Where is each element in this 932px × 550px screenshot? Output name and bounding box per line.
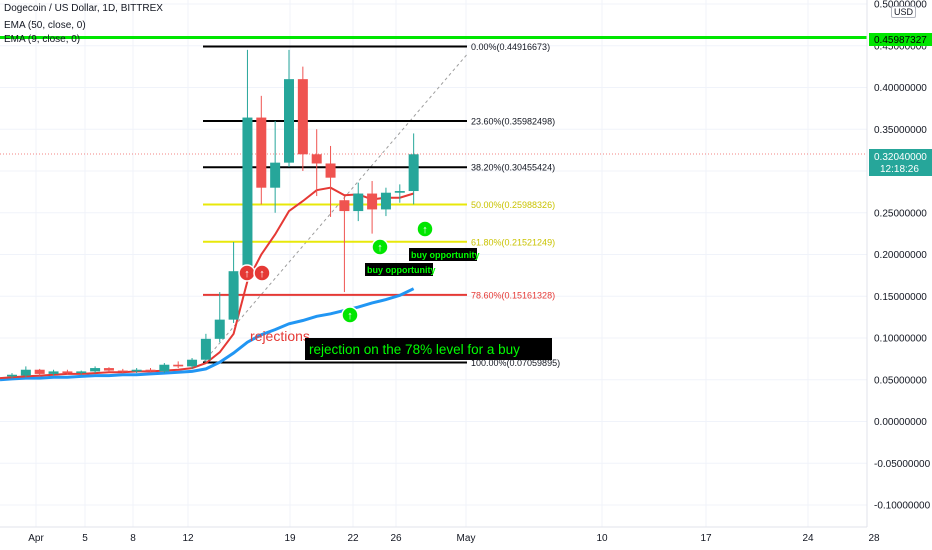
price-tick-label: -0.10000000	[874, 501, 931, 512]
rejection-78-label: rejection on the 78% level for a buy	[309, 342, 520, 357]
buy-marker-arrow-icon: ↑	[422, 224, 428, 236]
candle-body	[339, 200, 350, 212]
fib-level-label: 0.00%(0.44916673)	[471, 42, 550, 52]
time-tick-label: May	[457, 533, 476, 544]
candle-body	[48, 371, 59, 374]
candle-body	[284, 79, 294, 163]
candle-body	[187, 359, 198, 367]
candle-body	[256, 117, 267, 188]
price-tick-label: 0.40000000	[874, 83, 927, 94]
candle-body	[270, 162, 281, 188]
buy-marker-circle	[341, 306, 359, 324]
time-tick-label: 12	[182, 533, 194, 544]
fib-level-label: 23.60%(0.35982498)	[471, 117, 555, 127]
ema50-line	[0, 287, 415, 382]
rejection-marker: ↑	[238, 264, 256, 282]
price-tick-label: 0.00000000	[874, 417, 927, 428]
time-tick-label: 24	[802, 533, 814, 544]
time-axis[interactable]: Apr 5 8 12 19 22 26 May 10 17 24 28	[28, 533, 880, 544]
alert-price-tag	[869, 33, 932, 46]
candle-body	[200, 338, 211, 360]
candle-body	[408, 154, 419, 192]
current-price-tag	[869, 149, 932, 176]
fib-level-label: 50.00%(0.25988326)	[471, 200, 555, 210]
candle-body	[311, 154, 322, 164]
current-price-value: 0.32040000	[874, 152, 927, 163]
buy-opportunity-bg	[365, 263, 433, 276]
candle-body	[20, 369, 31, 376]
buy-marker: ↑	[341, 306, 359, 324]
candle-body	[145, 369, 156, 372]
rejections-label: rejections	[250, 328, 310, 344]
buy-marker: ↑	[371, 238, 389, 256]
time-tick-label: 28	[868, 533, 880, 544]
candle-body	[353, 193, 364, 212]
candle-body	[214, 319, 225, 339]
rejection-78-bg	[305, 338, 552, 360]
buy-opportunity-label-2: buy opportunity	[411, 250, 480, 260]
buy-marker-arrow-icon: ↑	[347, 310, 353, 322]
fib-level-label: 100.00%(0.07059895)	[471, 358, 560, 368]
alert-price-value: 0.45987327	[874, 35, 927, 46]
price-tick-label: 0.05000000	[874, 375, 927, 386]
symbol-title[interactable]: Dogecoin / US Dollar, 1D, BITTREX	[4, 3, 163, 14]
rejection-marker-arrow-icon: ↑	[259, 268, 265, 280]
ema9-legend[interactable]: EMA (9, close, 0)	[4, 34, 81, 45]
buy-opportunity-label-1: buy opportunity	[367, 265, 436, 275]
candle-body	[325, 163, 336, 178]
fib-level-label: 38.20%(0.30455424)	[471, 163, 555, 173]
price-tick-label: 0.35000000	[874, 125, 927, 136]
time-tick-label: 10	[596, 533, 608, 544]
fib-level-label: 61.80%(0.21521249)	[471, 237, 555, 247]
candle-body	[76, 371, 87, 374]
price-tick-label: 0.25000000	[874, 208, 927, 219]
candle-body	[131, 369, 142, 372]
candle-body	[173, 364, 184, 367]
fib-level-label: 78.60%(0.15161328)	[471, 290, 555, 300]
candle-body	[380, 192, 391, 210]
rejection-marker: ↑	[253, 264, 271, 282]
price-tick-label: 0.10000000	[874, 334, 927, 345]
buy-opportunity-bg-2	[409, 248, 477, 261]
time-tick-label: 5	[82, 533, 88, 544]
candle-body	[159, 364, 170, 372]
rejection-marker-circle	[253, 264, 271, 282]
currency-button[interactable]: USD	[891, 6, 917, 18]
candle-body	[62, 371, 73, 374]
candle-body	[34, 369, 45, 374]
candle-body	[242, 117, 253, 272]
candle-body	[90, 368, 101, 372]
price-tick-label: 0.20000000	[874, 250, 927, 261]
candle-body	[297, 79, 308, 155]
time-tick-label: 22	[347, 533, 359, 544]
buy-marker-circle	[416, 220, 434, 238]
rejection-marker-arrow-icon: ↑	[244, 268, 250, 280]
buy-marker: ↑	[416, 220, 434, 238]
time-tick-label: Apr	[28, 533, 44, 544]
candles	[7, 49, 419, 379]
candle-body	[7, 374, 17, 377]
countdown-timer: 12:18:26	[880, 164, 919, 175]
price-tick-label: 0.45000000	[874, 41, 927, 52]
price-tick-label: 0.15000000	[874, 292, 927, 303]
ema50-legend[interactable]: EMA (50, close, 0)	[4, 20, 86, 31]
candle-body	[367, 193, 378, 210]
time-tick-label: 26	[390, 533, 402, 544]
price-tick-label: -0.05000000	[874, 459, 931, 470]
markers: ↑ ↑ ↑ ↑ ↑	[238, 220, 434, 324]
candle-body	[228, 271, 239, 320]
grid-lines	[0, 0, 867, 527]
candle-body	[394, 191, 405, 193]
time-tick-label: 8	[130, 533, 136, 544]
time-tick-label: 17	[700, 533, 712, 544]
time-tick-label: 19	[284, 533, 296, 544]
candle-body	[103, 368, 114, 371]
candle-body	[117, 370, 128, 372]
buy-marker-circle	[371, 238, 389, 256]
buy-marker-arrow-icon: ↑	[377, 242, 383, 254]
fib-trend-line[interactable]	[202, 54, 468, 363]
